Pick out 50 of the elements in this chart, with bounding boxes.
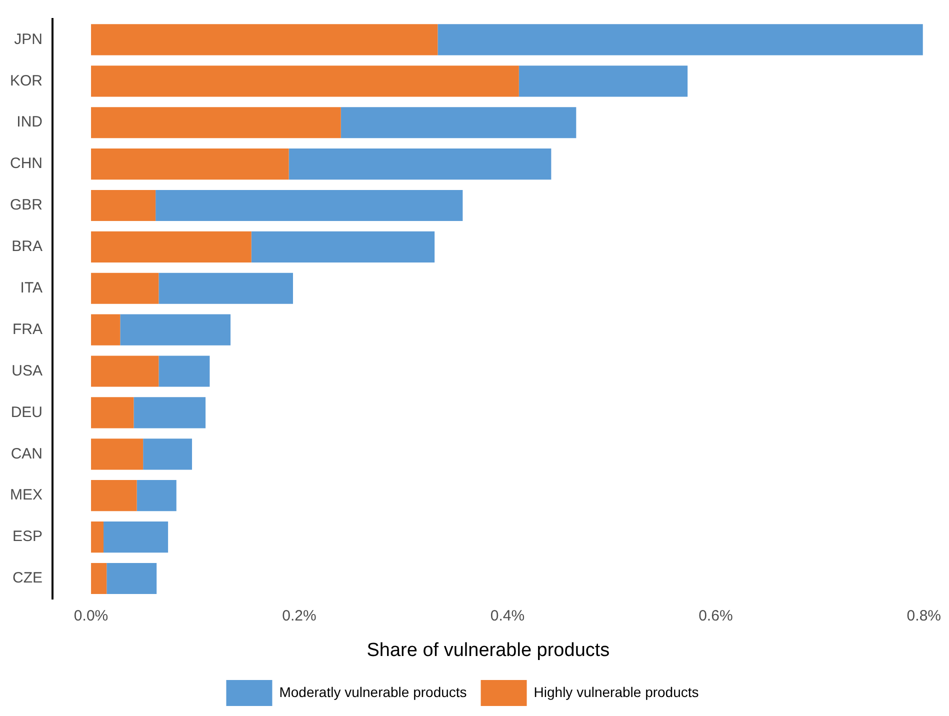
bar	[136, 480, 176, 512]
bar	[288, 148, 552, 180]
bar	[91, 148, 289, 180]
y-tick-label: CHN	[10, 155, 43, 172]
bar	[91, 190, 156, 222]
y-tick-label: MEX	[10, 486, 43, 504]
y-tick-label: DEU	[10, 404, 43, 421]
bar	[91, 231, 252, 262]
y-tick-label: FRA	[12, 320, 43, 338]
bar	[143, 438, 192, 470]
y-tick-label: JPN	[14, 30, 43, 48]
bar	[518, 66, 688, 97]
y-tick-label: CAN	[10, 445, 43, 462]
bar	[134, 397, 206, 428]
y-tick-label: ESP	[12, 528, 43, 546]
bar	[91, 24, 438, 56]
y-tick-label: KOR	[10, 72, 43, 90]
bar	[104, 521, 168, 553]
bar	[91, 314, 120, 346]
bar	[156, 190, 463, 222]
y-tick-label: ITA	[20, 280, 43, 297]
x-tick-label: 0.4%	[490, 607, 525, 624]
y-tick-label: IND	[16, 114, 43, 131]
bar	[91, 66, 519, 97]
bar	[91, 480, 137, 512]
bar	[91, 356, 159, 387]
bar	[91, 272, 159, 304]
x-tick-label: 0.2%	[282, 607, 316, 624]
bar	[158, 272, 293, 304]
x-tick-label: 0.6%	[698, 607, 733, 624]
bar	[340, 107, 576, 138]
x-axis-title: Share of vulnerable products	[366, 640, 610, 661]
y-tick-label: BRA	[12, 238, 43, 256]
bar	[91, 438, 144, 470]
bar	[120, 314, 231, 346]
bar	[158, 356, 210, 387]
bar	[91, 107, 341, 138]
legend-label: Highly vulnerable products	[534, 684, 699, 700]
bar	[106, 562, 157, 594]
y-tick-label: GBR	[10, 196, 43, 214]
y-tick-label: USA	[12, 362, 43, 380]
bar	[91, 397, 134, 428]
bar	[251, 231, 435, 262]
bar	[438, 24, 923, 56]
x-tick-label: 0.0%	[74, 607, 108, 624]
x-tick-label: 0.8%	[906, 607, 942, 624]
legend-label: Moderatly vulnerable products	[279, 684, 467, 700]
y-tick-label: CZE	[12, 570, 43, 587]
bar	[91, 521, 104, 553]
bar	[91, 562, 107, 594]
